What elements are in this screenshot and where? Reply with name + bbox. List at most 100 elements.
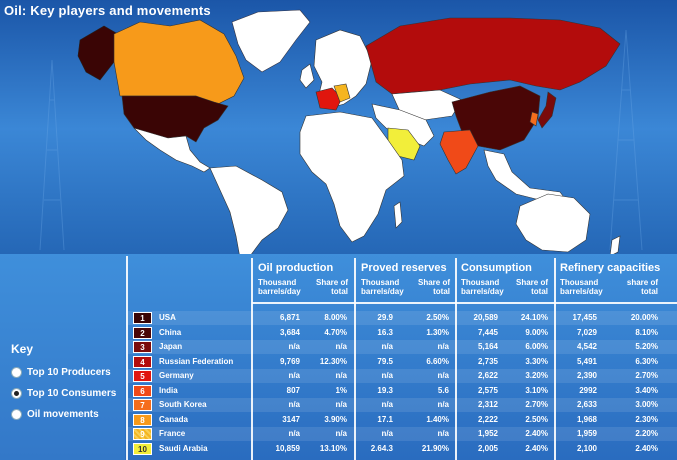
country-name: Saudi Arabia xyxy=(159,443,208,453)
divider xyxy=(354,258,356,460)
country-uk[interactable] xyxy=(299,63,315,89)
rank-swatch: 1 xyxy=(133,312,152,324)
subheader: Thousand barrels/day xyxy=(258,278,301,296)
cell-res-share: n/a xyxy=(437,342,449,351)
cell-cons: 2,735 xyxy=(477,356,498,366)
cell-res: 16.3 xyxy=(377,327,393,337)
cell-res: 2.64.3 xyxy=(370,443,393,453)
table-row[interactable]: 8 Canada 3147 3.90% 17.1 1.40% 2,222 2.50% 1,968… xyxy=(128,413,677,427)
radio-icon[interactable] xyxy=(11,408,22,420)
table-row[interactable]: 7 South Korea n/a n/a n/a n/a 2,312 2.70% 2,633 3… xyxy=(128,398,677,412)
table-row[interactable]: 10 Saudi Arabia 10,859 13.10% 2.64.3 21.90% 2,… xyxy=(128,442,677,456)
rank-swatch: 9 xyxy=(133,428,152,440)
rank-swatch: 5 xyxy=(133,370,152,382)
cell-cons: 2,312 xyxy=(477,400,498,409)
subheader: Thousand barrels/day xyxy=(560,278,603,296)
cell-ref: 2,633 xyxy=(576,400,597,409)
cell-cons-share: 2.50% xyxy=(525,414,548,424)
cell-ref: 5,491 xyxy=(576,356,597,366)
country-india[interactable] xyxy=(439,129,479,175)
header-refinery-capacities: Refinery capacities xyxy=(560,262,661,274)
cell-ref-share: 2.20% xyxy=(635,429,658,438)
cell-ref: 1,959 xyxy=(576,429,597,438)
radio-icon[interactable] xyxy=(11,387,22,399)
cell-prod-share: 3.90% xyxy=(324,414,347,424)
table-row[interactable]: 1 USA 6,871 8.00% 29.9 2.50% 20,589 24.10% 17,45… xyxy=(128,311,677,325)
country-usa-alaska[interactable] xyxy=(77,25,119,81)
country-madagascar[interactable] xyxy=(393,201,403,229)
country-japan[interactable] xyxy=(537,91,557,129)
country-name: USA xyxy=(159,313,176,322)
table-row[interactable]: 2 China 3,684 4.70% 16.3 1.30% 7,445 9.00% 7,029… xyxy=(128,326,677,340)
cell-prod: 6,871 xyxy=(279,313,300,322)
cell-prod: 807 xyxy=(286,385,300,395)
table-row[interactable]: 6 India 807 1% 19.3 5.6 2,575 3.10% 2992 3.40% xyxy=(128,384,677,398)
derrick-decoration xyxy=(39,29,643,251)
rank-swatch: 6 xyxy=(133,384,152,397)
divider xyxy=(126,256,128,460)
cell-ref: 17,455 xyxy=(572,313,597,322)
rank-swatch: 2 xyxy=(133,326,152,339)
cell-res-share: 2.50% xyxy=(426,313,449,322)
cell-ref-share: 2.40% xyxy=(635,443,658,453)
rank-swatch: 8 xyxy=(133,413,152,426)
cell-ref-share: 2.70% xyxy=(635,371,658,380)
country-europe[interactable] xyxy=(313,29,373,109)
cell-ref: 2992 xyxy=(579,385,597,395)
country-name: France xyxy=(159,429,186,438)
cell-cons-share: 2.40% xyxy=(525,443,548,453)
table-row[interactable]: 4 Russian Federation 9,769 12.30% 79.5 6.60% 2… xyxy=(128,355,677,369)
table-row[interactable]: 9 France n/a n/a n/a n/a 1,952 2.40% 1,959 2.20% xyxy=(128,427,677,441)
subheader: Share of total xyxy=(417,278,450,296)
cell-prod-share: 4.70% xyxy=(324,327,347,337)
cell-prod: 10,859 xyxy=(275,443,300,453)
country-africa[interactable] xyxy=(299,111,405,243)
header-proved-reserves: Proved reserves xyxy=(361,262,447,274)
cell-prod-share: 12.30% xyxy=(319,356,347,366)
cell-prod-share: n/a xyxy=(335,342,347,351)
option-label: Top 10 Producers xyxy=(27,366,111,378)
country-middle-east[interactable] xyxy=(371,103,435,147)
country-south-america[interactable] xyxy=(209,165,289,258)
option-label: Top 10 Consumers xyxy=(27,387,117,399)
rank-swatch: 7 xyxy=(133,399,152,411)
cell-ref-share: 3.40% xyxy=(635,385,658,395)
cell-res-share: 21.90% xyxy=(421,443,449,453)
country-name: China xyxy=(159,327,182,337)
country-germany[interactable] xyxy=(333,83,351,103)
country-mexico[interactable] xyxy=(133,127,211,173)
cell-ref: 4,542 xyxy=(576,342,597,351)
cell-cons-share: 9.00% xyxy=(525,327,548,337)
cell-ref: 1,968 xyxy=(576,414,597,424)
country-new-zealand[interactable] xyxy=(609,235,621,257)
country-france[interactable] xyxy=(315,87,343,111)
divider xyxy=(554,258,556,460)
rank-swatch: 4 xyxy=(133,355,152,368)
cell-res: n/a xyxy=(381,371,393,380)
country-greenland[interactable] xyxy=(231,9,311,73)
cell-cons-share: 6.00% xyxy=(525,342,548,351)
country-australia[interactable] xyxy=(515,193,591,253)
table-row[interactable]: 5 Germany n/a n/a n/a n/a 2,622 3.20% 2,390 2.70% xyxy=(128,369,677,383)
subheader: share of total xyxy=(626,278,658,296)
cell-prod-share: 13.10% xyxy=(319,443,347,453)
header-consumption: Consumption xyxy=(461,262,532,274)
option-top-producers[interactable]: Top 10 Producers xyxy=(11,365,111,379)
country-south-korea[interactable] xyxy=(529,111,539,127)
radio-icon[interactable] xyxy=(11,366,22,378)
country-name: Russian Federation xyxy=(159,356,234,366)
subheader: Share of total xyxy=(315,278,348,296)
cell-res-share: 5.6 xyxy=(437,385,449,395)
option-top-consumers[interactable]: Top 10 Consumers xyxy=(11,386,116,400)
cell-cons-share: 24.10% xyxy=(520,313,548,322)
table-row[interactable]: 3 Japan n/a n/a n/a n/a 5,164 6.00% 4,542 5.20% xyxy=(128,340,677,354)
country-name: Japan xyxy=(159,342,183,351)
cell-res-share: 1.30% xyxy=(426,327,449,337)
cell-cons: 1,952 xyxy=(477,429,498,438)
country-name: South Korea xyxy=(159,400,207,409)
country-china[interactable] xyxy=(451,85,541,151)
cell-prod-share: 8.00% xyxy=(324,313,347,322)
option-oil-movements[interactable]: Oil movements xyxy=(11,407,99,421)
cell-prod: n/a xyxy=(288,342,300,351)
country-name: Canada xyxy=(159,414,188,424)
